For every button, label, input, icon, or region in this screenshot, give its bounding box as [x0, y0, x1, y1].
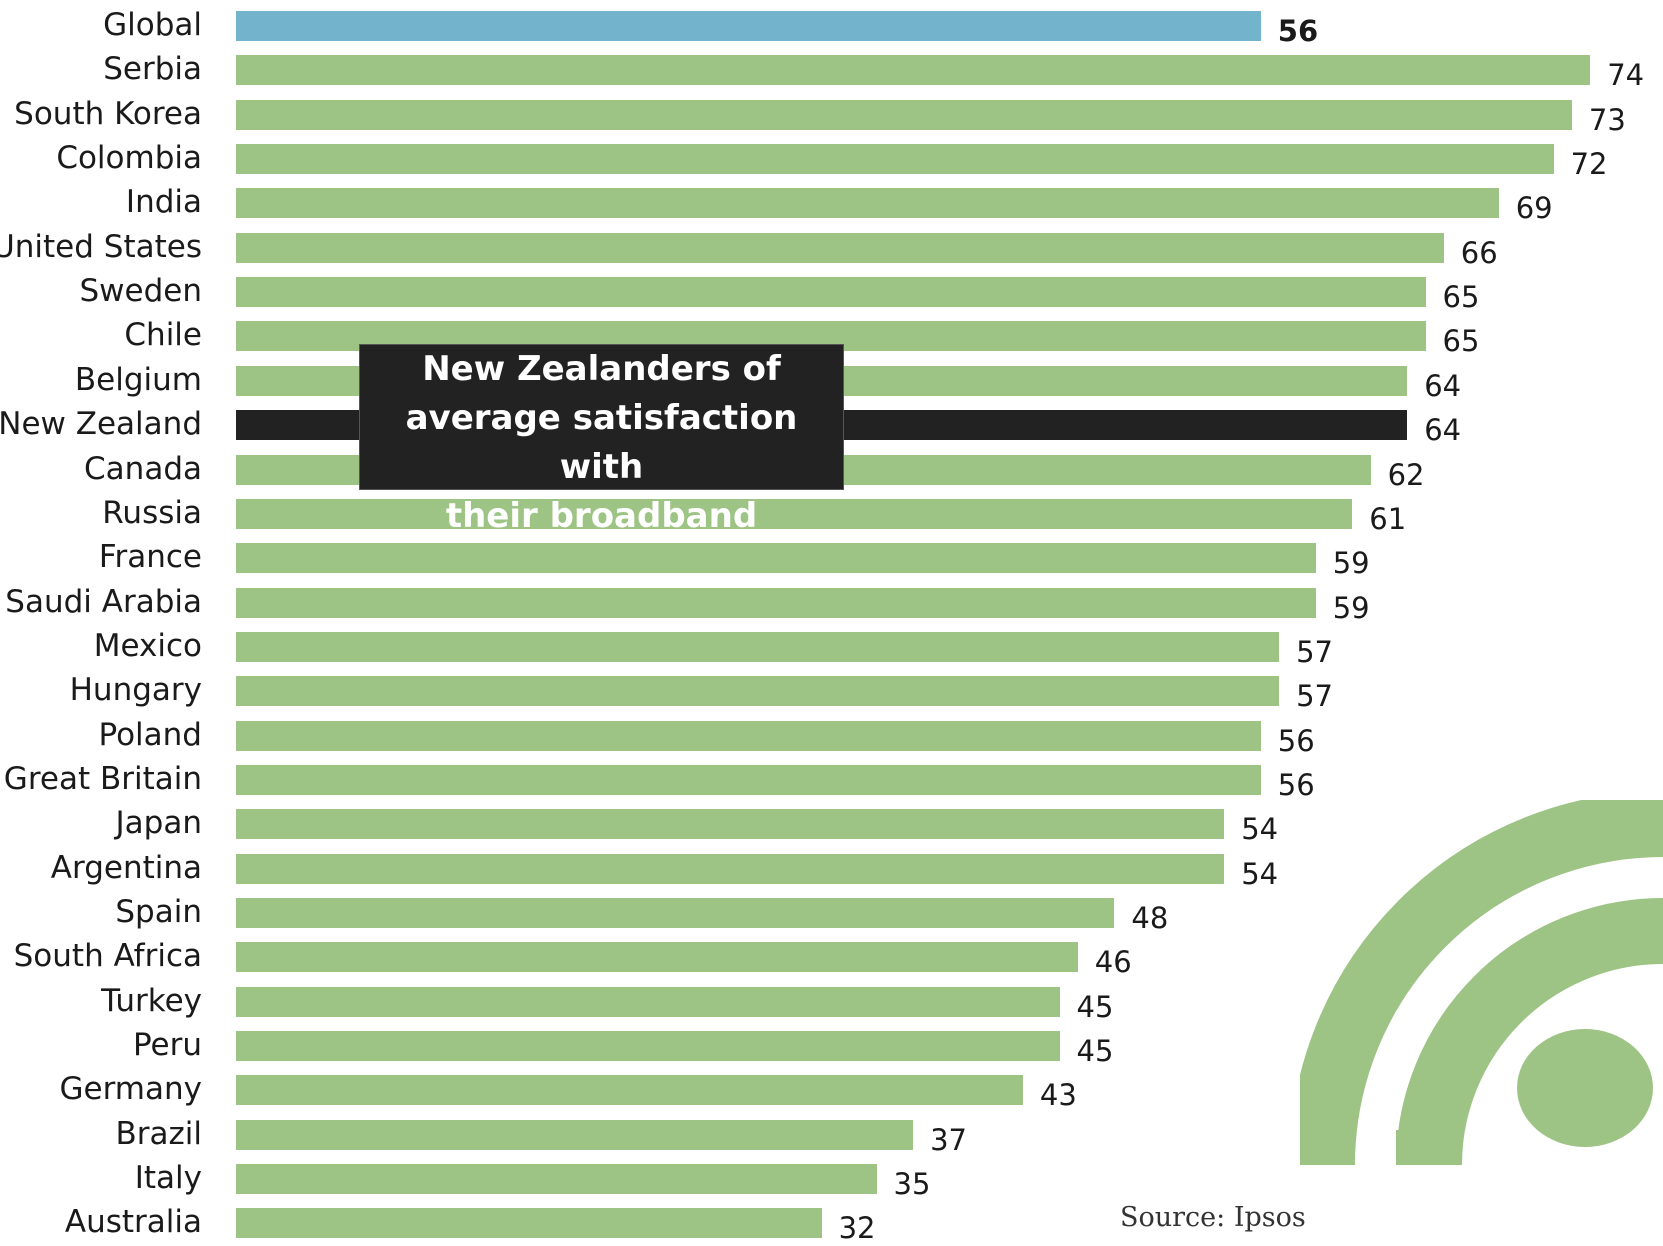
category-label: South Korea — [14, 95, 202, 132]
value-label: 32 — [838, 1211, 876, 1246]
bar — [236, 543, 1316, 574]
category-label: Canada — [84, 450, 202, 487]
bar — [236, 676, 1280, 707]
category-label: Brazil — [115, 1115, 202, 1152]
bar — [236, 1119, 914, 1150]
category-label: Great Britain — [3, 760, 202, 797]
bar — [236, 720, 1261, 751]
category-label: Argentina — [50, 849, 202, 886]
category-label: Serbia — [103, 51, 202, 88]
value-label: 74 — [1607, 58, 1645, 93]
bar — [236, 232, 1444, 263]
value-label: 46 — [1094, 945, 1132, 980]
value-label: 54 — [1241, 812, 1279, 847]
category-label: Poland — [98, 716, 203, 753]
value-label: 66 — [1460, 235, 1498, 270]
value-label: 35 — [893, 1167, 931, 1202]
category-label: New Zealand — [0, 406, 202, 443]
bar — [236, 986, 1060, 1017]
value-label: 48 — [1131, 901, 1169, 935]
bar — [236, 498, 1353, 529]
category-label: Saudi Arabia — [5, 583, 202, 620]
bar — [236, 99, 1572, 130]
category-label: Germany — [59, 1071, 202, 1108]
value-label: 45 — [1076, 1034, 1114, 1069]
value-label: 64 — [1424, 368, 1462, 403]
value-label: 57 — [1296, 634, 1333, 669]
category-label: Colombia — [56, 140, 202, 177]
category-label: Chile — [124, 317, 202, 354]
annotation-line: average satisfaction with — [405, 398, 798, 487]
annotation-line: their broadband — [445, 496, 758, 536]
wifi-dot — [1517, 1029, 1653, 1147]
value-label: 37 — [930, 1122, 967, 1157]
bar — [236, 1208, 822, 1239]
bar — [236, 764, 1261, 795]
value-label: 43 — [1039, 1078, 1077, 1113]
value-label: 62 — [1387, 457, 1425, 492]
wifi-icon — [1300, 800, 1663, 1166]
category-label: Belgium — [74, 361, 202, 398]
category-label: France — [98, 539, 202, 576]
value-label: 65 — [1442, 280, 1480, 315]
category-label: Italy — [134, 1160, 202, 1197]
value-label: 59 — [1332, 590, 1370, 625]
bar — [236, 942, 1078, 973]
value-label: 65 — [1442, 324, 1480, 359]
value-label: 72 — [1570, 147, 1608, 182]
annotation-callout: New Zealanders of average satisfaction w… — [359, 344, 844, 536]
wifi-outer-arc — [1300, 800, 1663, 1166]
category-label: Turkey — [101, 982, 202, 1019]
wifi-inner-arc — [1396, 898, 1663, 1166]
bar — [236, 188, 1499, 219]
category-label: Peru — [132, 1027, 202, 1064]
bar — [236, 11, 1261, 41]
category-label: Australia — [64, 1204, 202, 1241]
category-label: India — [125, 184, 202, 221]
annotation-line: New Zealanders of — [422, 349, 781, 389]
bar — [236, 898, 1115, 928]
category-label: South Africa — [13, 938, 202, 975]
value-label: 56 — [1277, 723, 1315, 758]
value-label: 45 — [1076, 989, 1114, 1024]
category-label: Russia — [102, 494, 202, 531]
bar — [236, 631, 1280, 662]
value-label: 56 — [1277, 767, 1315, 802]
bar — [236, 277, 1426, 308]
bar — [236, 853, 1225, 884]
bar — [236, 1031, 1060, 1062]
source-label: Source: Ipsos — [1120, 1202, 1306, 1233]
bar — [236, 1164, 877, 1195]
category-label: Hungary — [69, 672, 202, 709]
category-label: United States — [0, 228, 202, 265]
category-label: Spain — [115, 894, 202, 930]
bar — [236, 587, 1316, 618]
category-label: Mexico — [93, 627, 202, 664]
value-label: 57 — [1296, 679, 1333, 714]
value-label: 73 — [1588, 102, 1626, 137]
value-label: 61 — [1369, 501, 1407, 536]
value-label: 64 — [1424, 413, 1462, 448]
category-label: Japan — [115, 805, 202, 842]
bar — [236, 55, 1591, 86]
value-label: 59 — [1332, 546, 1370, 581]
value-label: 69 — [1515, 191, 1553, 226]
bar — [236, 809, 1225, 840]
value-label: 54 — [1241, 856, 1279, 891]
bar — [236, 144, 1554, 175]
category-label: Sweden — [79, 273, 202, 310]
bar — [236, 1075, 1023, 1106]
value-label: 56 — [1277, 14, 1319, 48]
category-label: Global — [103, 7, 202, 43]
